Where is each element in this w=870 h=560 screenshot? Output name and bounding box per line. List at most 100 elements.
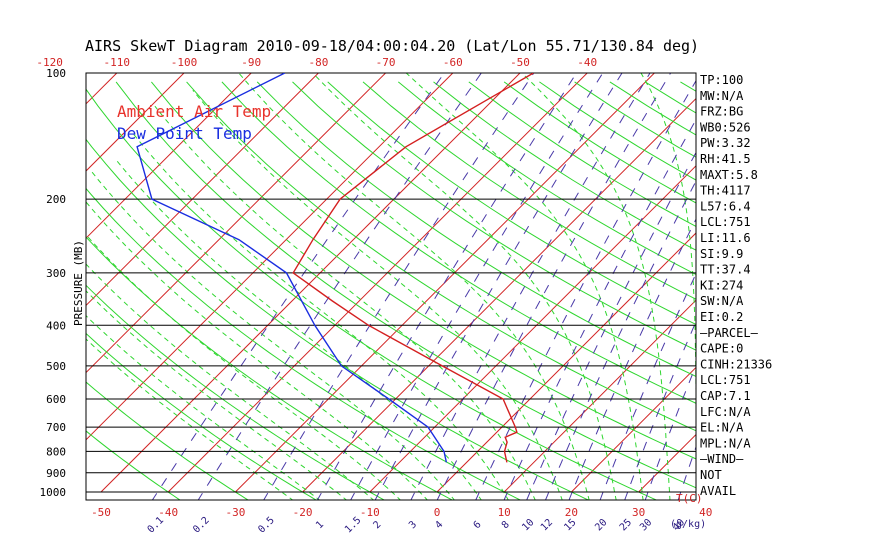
dry-adiabat-line: [857, 82, 870, 501]
isotherm-line: [86, 73, 185, 172]
isotherm-line: [302, 97, 696, 493]
pressure-tick-label: 100: [46, 67, 66, 80]
index-row: NOT: [700, 468, 722, 482]
dry-adiabat-line: [86, 381, 249, 500]
moist-adiabat-line: [521, 73, 671, 500]
mixing-ratio-tick-label: 6: [472, 519, 484, 531]
legend-item: Ambient Air Temp: [117, 102, 271, 121]
moist-adiabat-line: [405, 73, 644, 500]
dry-adiabat-line: [86, 284, 386, 500]
top-temp-tick-label: -60: [443, 56, 463, 69]
moist-adiabat-line: [154, 105, 536, 500]
index-row: LCL:751: [700, 215, 751, 229]
index-row: LCL:751: [700, 373, 751, 387]
index-row: —WIND—: [700, 452, 744, 466]
moist-adiabat-line: [86, 201, 428, 500]
mixing-ratio-line: [197, 73, 482, 500]
mixing-ratio-tick-label: 8: [500, 519, 512, 531]
index-row: AVAIL: [700, 484, 736, 498]
dry-adiabat-line: [151, 81, 696, 460]
dry-adiabat-line: [433, 81, 696, 251]
index-row: CINH:21336: [700, 357, 772, 371]
index-row: —PARCEL—: [700, 326, 759, 340]
isotherm-line: [503, 299, 696, 493]
mixing-ratio-line: [475, 79, 696, 500]
bottom-temp-tick-label: -10: [360, 506, 380, 519]
index-row: EL:N/A: [700, 421, 744, 435]
bottom-temp-tick-label: 10: [498, 506, 511, 519]
dry-adiabat-line: [822, 82, 870, 501]
mixing-ratio-line: [436, 73, 672, 500]
moist-adiabat-line: [114, 158, 482, 500]
dry-adiabat-line: [503, 81, 696, 204]
dry-adiabat-line: [786, 82, 870, 501]
pressure-tick-label: 800: [46, 445, 66, 458]
mixing-ratio-line: [374, 73, 623, 500]
dry-adiabat-line: [256, 81, 696, 377]
sounding-series: [136, 73, 534, 463]
isotherm-line: [0, 73, 50, 492]
mixing-ratio-tick-label: 25: [618, 517, 634, 533]
isotherm-line: [571, 366, 696, 493]
isotherm-line: [773, 73, 870, 492]
top-temp-tick-label: -100: [171, 56, 198, 69]
dew-point-temp-line: [136, 73, 448, 463]
pressure-tick-label: 500: [46, 360, 66, 373]
top-temp-tick-label: -40: [577, 56, 597, 69]
index-row: LFC:N/A: [700, 405, 751, 419]
isotherm-line: [840, 73, 870, 492]
dry-adiabat-line: [221, 81, 696, 404]
mixing-ratio-line: [263, 73, 535, 500]
pressure-tick-label: 900: [46, 467, 66, 480]
moist-adiabat-line: [86, 315, 321, 500]
mixing-ratio-line: [350, 73, 604, 500]
isobar-lines: [86, 198, 696, 493]
isotherm-line: [86, 73, 319, 307]
bottom-temp-tick-label: -40: [158, 506, 178, 519]
mixing-ratio-line: [410, 73, 651, 500]
mixing-ratio-tick-label: 1: [314, 519, 326, 531]
legend-item: Dew Point Temp: [117, 124, 252, 143]
index-row: MPL:N/A: [700, 436, 751, 450]
moist-adiabat-line: [192, 89, 563, 500]
dry-adiabat-line: [644, 81, 696, 114]
y-axis-title: PRESSURE (MB): [72, 240, 85, 326]
isotherm-line: [86, 73, 454, 441]
dry-adiabat-line: [292, 81, 696, 351]
mixing-ratio-line: [599, 272, 696, 500]
moist-adiabat-line: [238, 73, 590, 500]
temp-unit-label: T(C): [676, 492, 703, 505]
top-temp-tick-label: -110: [104, 56, 131, 69]
diagram-grid: [0, 73, 870, 501]
mixing-ratio-tick-label: 20: [593, 517, 609, 533]
mixing-ratio-line: [503, 118, 696, 500]
chart-title: AIRS SkewT Diagram 2010-09-18/04:00:04.2…: [85, 37, 699, 55]
top-temp-tick-label: -90: [241, 56, 261, 69]
pressure-tick-label: 200: [46, 193, 66, 206]
bottom-temp-tick-label: 40: [699, 506, 712, 519]
bottom-temp-tick-label: 20: [565, 506, 578, 519]
index-row: MW:N/A: [700, 89, 744, 103]
mixing-ratio-tick-label: 3: [407, 519, 419, 531]
dry-adiabat-line: [86, 138, 590, 500]
legend: Ambient Air Temp Dew Point Temp: [117, 102, 271, 143]
moist-adiabat-line: [86, 338, 294, 500]
plot-frame: [85, 72, 697, 501]
isotherm-line: [167, 73, 588, 493]
isotherm-line: [638, 433, 696, 493]
mixing-ratio-tick-label: 4: [433, 519, 445, 531]
mixing-ratio-line: [644, 364, 696, 500]
index-row: LI:11.6: [700, 231, 751, 245]
moist-adiabat-line: [89, 169, 455, 500]
moist-adiabat-line: [133, 133, 509, 500]
dry-adiabat-line: [327, 81, 696, 325]
mixing-ratio-tick-label: 15: [562, 517, 578, 533]
index-row: EI:0.2: [700, 310, 743, 324]
index-row: TH:4117: [700, 184, 751, 198]
index-row: WB0:526: [700, 120, 751, 134]
dry-adiabat-line: [86, 430, 181, 500]
index-row: KI:274: [700, 278, 743, 292]
moist-adiabat-line: [86, 234, 402, 500]
top-temp-tick-label: -50: [510, 56, 530, 69]
mixing-ratio-tick-label: 0.2: [191, 515, 212, 536]
